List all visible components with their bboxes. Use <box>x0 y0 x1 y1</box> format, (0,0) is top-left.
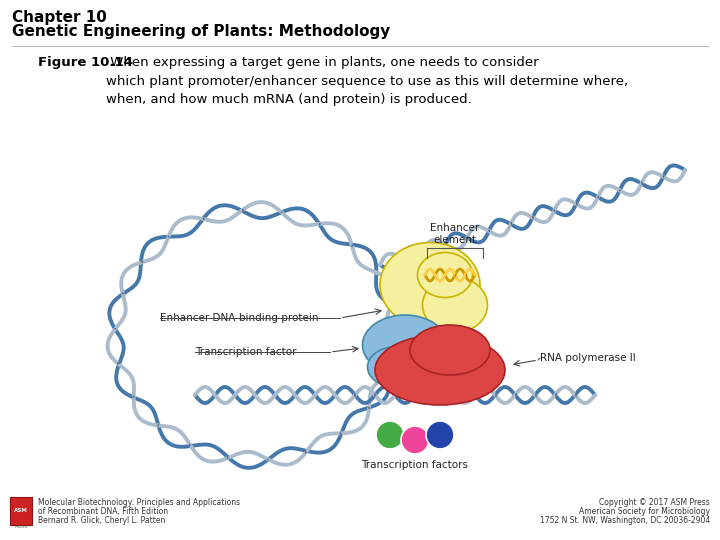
Text: PRESS: PRESS <box>14 525 27 529</box>
Ellipse shape <box>367 347 423 387</box>
Text: Chapter 10: Chapter 10 <box>12 10 107 25</box>
Text: American Society for Microbiology: American Society for Microbiology <box>579 507 710 516</box>
Text: Bernard R. Glick, Cheryl L. Patten: Bernard R. Glick, Cheryl L. Patten <box>38 516 166 525</box>
Text: ASM: ASM <box>14 509 28 514</box>
Circle shape <box>401 426 429 454</box>
Text: Transcription factors: Transcription factors <box>361 460 469 470</box>
Text: Genetic Engineering of Plants: Methodology: Genetic Engineering of Plants: Methodolo… <box>12 24 390 39</box>
Text: of Recombinant DNA, Fifth Edition: of Recombinant DNA, Fifth Edition <box>38 507 168 516</box>
Text: 1752 N St. NW, Washington, DC 20036-2904: 1752 N St. NW, Washington, DC 20036-2904 <box>540 516 710 525</box>
Ellipse shape <box>410 325 490 375</box>
Text: Enhancer DNA-binding protein: Enhancer DNA-binding protein <box>160 313 318 323</box>
Circle shape <box>376 421 404 449</box>
Text: When expressing a target gene in plants, one needs to consider
which plant promo: When expressing a target gene in plants,… <box>106 56 628 106</box>
Ellipse shape <box>418 253 472 298</box>
Circle shape <box>426 421 454 449</box>
Ellipse shape <box>362 315 448 375</box>
Text: Figure 10.14: Figure 10.14 <box>38 56 133 69</box>
Ellipse shape <box>380 242 480 327</box>
FancyBboxPatch shape <box>10 497 32 525</box>
Text: Enhancer
element: Enhancer element <box>431 222 480 245</box>
Ellipse shape <box>375 335 505 405</box>
Ellipse shape <box>423 278 487 333</box>
Text: Copyright © 2017 ASM Press: Copyright © 2017 ASM Press <box>599 498 710 507</box>
Text: Transcription factor: Transcription factor <box>195 347 297 357</box>
Text: RNA polymerase II: RNA polymerase II <box>540 353 636 363</box>
Text: Molecular Biotechnology: Principles and Applications: Molecular Biotechnology: Principles and … <box>38 498 240 507</box>
